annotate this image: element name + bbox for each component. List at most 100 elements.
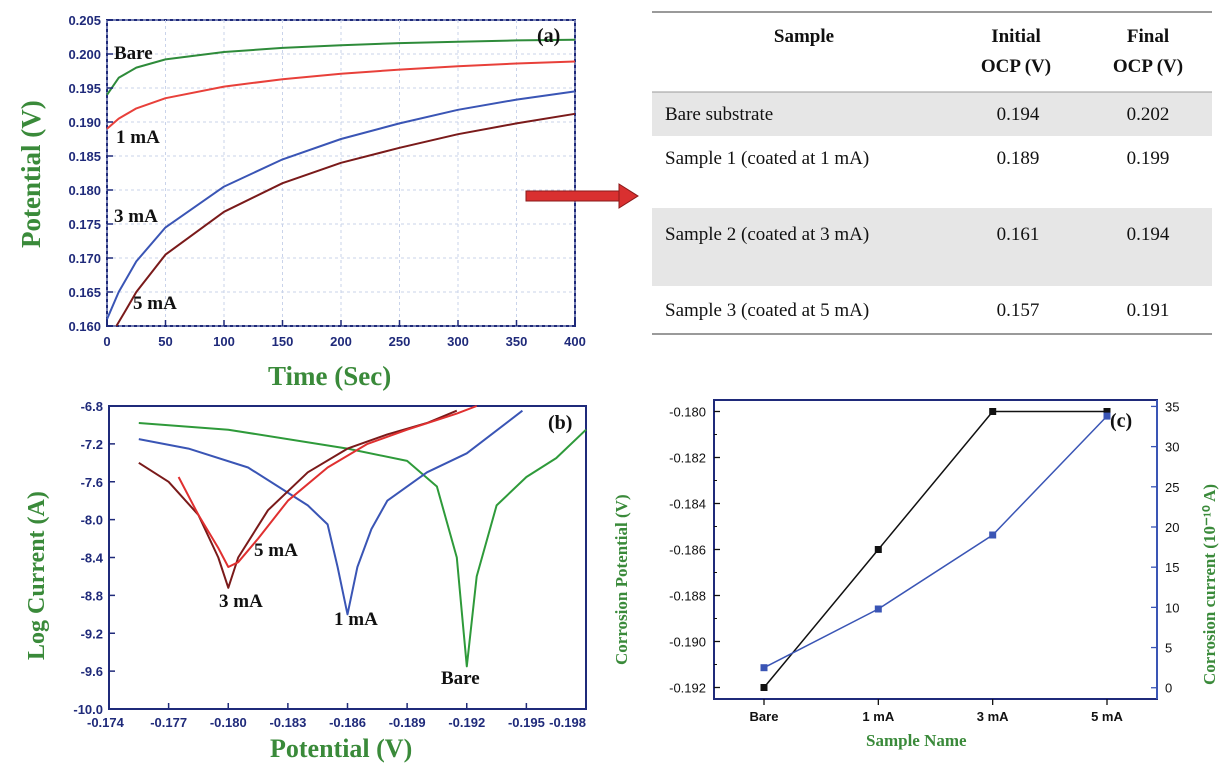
panel-c-data-point-current [760, 664, 768, 672]
panel-b-x-tick-label: -0.195 [508, 715, 545, 730]
curve-label-5ma: 5 mA [133, 293, 177, 314]
panel-b-y-tick-label: -9.2 [81, 626, 103, 641]
panel-b-series-line-3ma [138, 409, 458, 589]
curve-label-1ma: 1 mA [116, 127, 160, 148]
panel-b-y-tick-label: -8.0 [81, 513, 103, 528]
panel-c-y2-ticks: 0 5 10 15 20 25 30 35 [1151, 399, 1179, 696]
panel-b-label: (b) [548, 412, 572, 434]
panel-c-y-ticks: -0.180 -0.182 -0.184 -0.186 -0.188 -0.190 -0.1… [669, 405, 720, 696]
panel-b-x-tick-label: -0.180 [210, 715, 247, 730]
table-row-1-initial: 0.194 [997, 104, 1040, 125]
panel-a-x-tick-label: 0 [103, 334, 110, 349]
panel-c-data-point-potential [760, 684, 768, 691]
table-row-2-sample: Sample 1 (coated at 1 mA) [665, 148, 869, 169]
panel-b-y-ticks: -6.8 -7.2 -7.6 -8.0 -8.4 -8.8 -9.2 -9.6 -10.0 [73, 399, 115, 717]
table-row-1-sample: Bare substrate [665, 104, 773, 125]
panel-b-y-tick-label: -6.8 [81, 399, 103, 414]
curve-label-b-bare: Bare [441, 668, 480, 689]
panel-c-data-point-current [1103, 412, 1111, 420]
panel-c-y-tick-label: -0.182 [669, 451, 706, 466]
panel-a-series [106, 38, 576, 327]
panel-b-y-tick-label: -8.8 [81, 588, 103, 603]
panel-a-y-tick-label: 0.190 [68, 115, 101, 130]
panel-b-y-tick-label: -7.6 [81, 475, 103, 490]
panel-c-x-tick-label: 3 mA [977, 709, 1009, 724]
panel-a-x-tick-label: 50 [158, 334, 172, 349]
table-row-3-sample: Sample 2 (coated at 3 mA) [665, 224, 869, 245]
table-row-2-final: 0.199 [1127, 148, 1170, 169]
panel-c-data-point-potential [1103, 408, 1111, 415]
table-row-2-initial: 0.189 [997, 148, 1040, 169]
panel-c-y-tick-label: -0.184 [669, 497, 706, 512]
panel-c-y2-tick-label: 15 [1165, 560, 1179, 575]
panel-c-data-point-potential [989, 408, 997, 415]
panel-b-y-tick-label: -10.0 [73, 702, 103, 717]
panel-a-grid [106, 19, 576, 327]
table-header-sample: Sample [774, 26, 834, 47]
panel-b-x-tick-label: -0.198 [549, 715, 586, 730]
panel-c-y-tick-label: -0.188 [669, 589, 706, 604]
curve-label-b-3ma: 3 mA [219, 591, 263, 612]
panel-c-x-tick-label: Bare [750, 709, 779, 724]
panel-c-y-tick-label: -0.180 [669, 405, 706, 420]
panel-b-y-tick-label: -8.4 [81, 551, 104, 566]
panel-c-y-tick-label: -0.190 [669, 635, 706, 650]
panel-a-y-tick-label: 0.175 [68, 217, 101, 232]
panel-a-x-tick-label: 100 [213, 334, 235, 349]
panel-a-x-tick-label: 150 [272, 334, 294, 349]
table-header-final-unit: OCP (V) [1113, 56, 1183, 77]
panel-a-y-tick-label: 0.180 [68, 183, 101, 198]
table-header-initial-unit: OCP (V) [981, 56, 1051, 77]
panel-a-y-ticks: 0.160 0.165 0.170 0.175 0.180 0.185 0.190 0.195… [68, 13, 113, 334]
panel-a-y-tick-label: 0.165 [68, 285, 101, 300]
panel-b-y-axis-title: Log Current (A) [24, 491, 50, 660]
panel-a: 0.160 0.165 0.170 0.175 0.180 0.185 0.190 0.195… [16, 13, 586, 391]
panel-c-y2-axis-title: Corrosion current (10⁻¹⁰ A) [1200, 484, 1219, 685]
panel-c-x-tick-label: 1 mA [862, 709, 894, 724]
panel-b-x-tick-label: -0.192 [448, 715, 485, 730]
panel-b-plot-frame [108, 405, 587, 710]
table-row-3-final: 0.194 [1127, 224, 1170, 245]
panel-a-y-axis-title: Potential (V) [16, 100, 46, 248]
panel-c-y-tick-label: -0.192 [669, 681, 706, 696]
panel-a-x-ticks: 0 50 100 150 200 250 300 350 400 [103, 320, 586, 349]
panel-a-x-tick-label: 300 [447, 334, 469, 349]
panel-c-x-axis-title: Sample Name [866, 731, 967, 750]
panel-c-plot-frame [713, 399, 1158, 700]
panel-b-series-line-5ma [177, 405, 478, 568]
panel-b-x-tick-label: -0.189 [389, 715, 426, 730]
panel-c-y2-tick-label: 20 [1165, 520, 1179, 535]
panel-a-series-line-bare [106, 38, 576, 96]
panel-b: -6.8 -7.2 -7.6 -8.0 -8.4 -8.8 -9.2 -9.6 -10.0 -0… [24, 399, 587, 763]
panel-a-y-tick-label: 0.195 [68, 81, 101, 96]
curve-label-b-1ma: 1 mA [334, 609, 378, 630]
arrow-head [618, 183, 639, 209]
panel-a-x-axis-title: Time (Sec) [268, 361, 391, 391]
table-row-4-sample: Sample 3 (coated at 5 mA) [665, 300, 869, 321]
panel-a-y-tick-label: 0.160 [68, 319, 101, 334]
table-row-shade-3 [652, 208, 1212, 286]
panel-c-label: (c) [1110, 410, 1132, 432]
panel-b-x-ticks: -0.174 -0.177 -0.180 -0.183 -0.186 -0.189 -0.1… [87, 703, 587, 730]
panel-b-x-axis-title: Potential (V) [270, 734, 412, 763]
panel-a-y-tick-label: 0.200 [68, 47, 101, 62]
arrow-to-table [525, 183, 639, 209]
panel-b-series-line-1ma [138, 409, 524, 616]
panel-c-x-ticks: Bare 1 mA 3 mA 5 mA [750, 699, 1124, 724]
panel-c-y2-tick-label: 10 [1165, 600, 1179, 615]
panel-c-y-tick-label: -0.186 [669, 543, 706, 558]
table-header-final: Final [1127, 26, 1169, 47]
table-row-shade-1 [652, 92, 1212, 136]
panel-a-x-tick-label: 200 [330, 334, 352, 349]
arrow-shaft [525, 190, 621, 202]
table-row-3-initial: 0.161 [997, 224, 1040, 245]
panel-a-y-tick-label: 0.170 [68, 251, 101, 266]
panel-b-y-tick-label: -7.2 [81, 437, 103, 452]
table-header-initial: Initial [991, 26, 1041, 47]
panel-c-series [760, 408, 1111, 691]
panel-c-y-axis-title: Corrosion Potential (V) [612, 494, 631, 665]
curve-label-b-5ma: 5 mA [254, 540, 298, 561]
panel-c-data-point-current [989, 531, 997, 539]
panel-c: -0.180 -0.182 -0.184 -0.186 -0.188 -0.190 -0.1… [612, 399, 1219, 750]
